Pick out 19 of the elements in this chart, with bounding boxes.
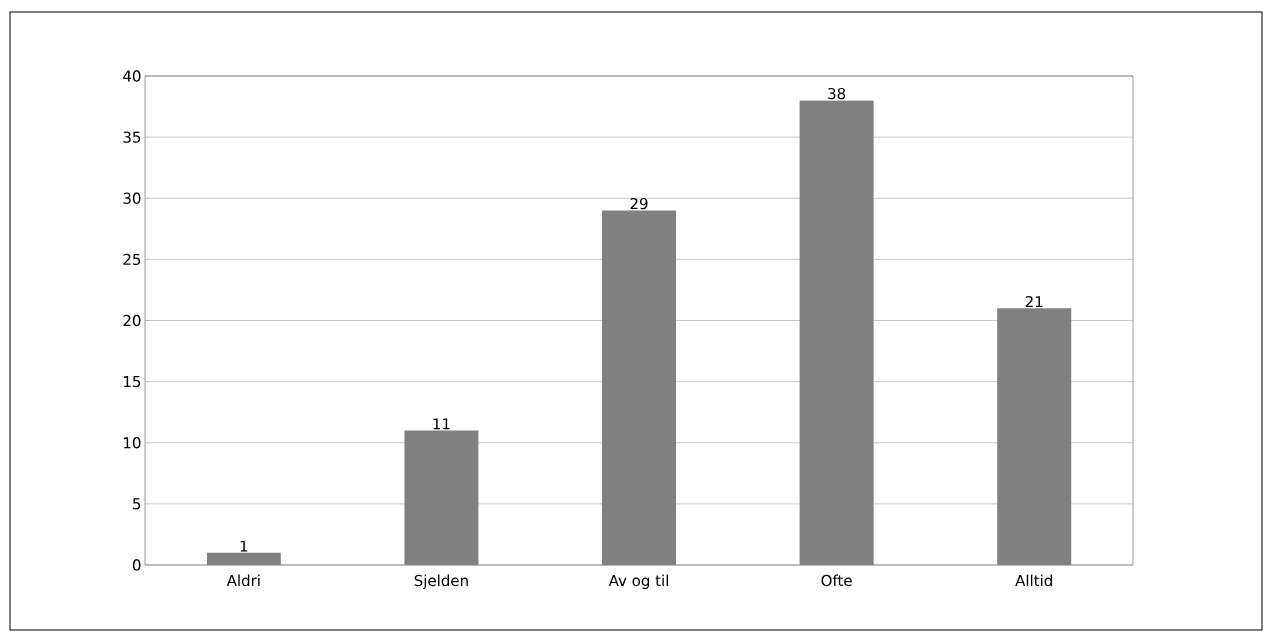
y-tick-label: 15: [124, 376, 141, 388]
y-tick-label: 0: [132, 559, 141, 571]
x-tick-label: Aldri: [226, 574, 260, 587]
data-label: 11: [433, 418, 450, 430]
y-tick-label: 10: [124, 437, 141, 449]
y-tick-label: 25: [123, 253, 141, 266]
y-tick-label: 35: [123, 131, 141, 143]
y-tick-label: 40: [123, 70, 141, 82]
data-label: 1: [240, 540, 248, 552]
y-tick-label: 30: [123, 192, 141, 204]
data-label: 38: [828, 87, 846, 100]
y-tick-label: 20: [123, 314, 141, 327]
x-tick-label: Ofte: [821, 574, 852, 587]
x-tick-label: Sjelden: [414, 574, 468, 590]
data-label: 21: [1025, 295, 1043, 308]
y-tick-label: 5: [133, 498, 141, 510]
x-tick-label: Alltid: [1015, 574, 1052, 587]
data-label: 29: [630, 197, 648, 210]
x-tick-label: Av og til: [608, 574, 668, 590]
